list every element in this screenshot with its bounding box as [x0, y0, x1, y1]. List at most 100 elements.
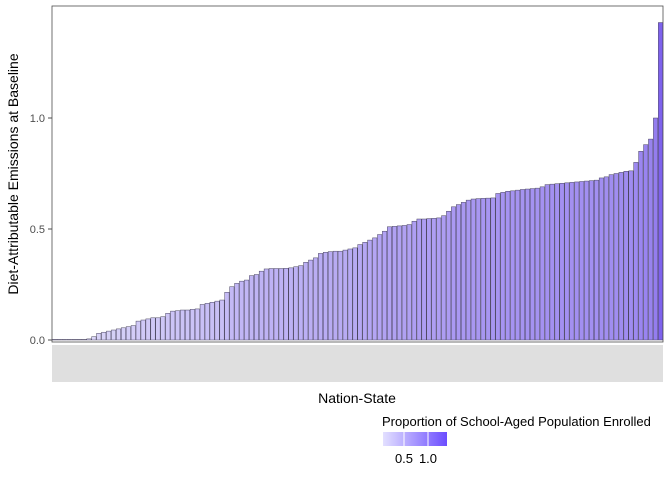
bar — [574, 181, 580, 341]
bar — [140, 319, 146, 341]
bar — [554, 183, 560, 341]
bar — [460, 202, 466, 341]
bar — [426, 218, 432, 341]
x-tick-label-band — [52, 345, 663, 382]
bar — [130, 325, 136, 341]
bar — [185, 309, 190, 341]
bar — [268, 268, 274, 341]
bar — [61, 339, 67, 341]
bar — [120, 327, 126, 341]
y-tick-label: 0.5 — [30, 224, 45, 236]
bar — [465, 199, 471, 341]
bar — [81, 339, 87, 341]
bar — [500, 192, 506, 341]
bar — [387, 226, 392, 341]
bar — [515, 189, 521, 341]
bar — [342, 249, 348, 341]
bar — [145, 318, 151, 341]
bar — [165, 313, 171, 341]
bar — [91, 336, 97, 341]
bar — [263, 268, 269, 341]
bar — [244, 279, 250, 341]
bar — [505, 191, 511, 341]
bar — [135, 320, 141, 341]
bar — [347, 248, 353, 341]
bar — [71, 339, 77, 341]
bar — [539, 186, 545, 341]
bar — [52, 339, 57, 341]
bar — [603, 176, 609, 341]
bar — [510, 190, 516, 341]
bar — [608, 174, 614, 341]
bar — [598, 177, 604, 341]
bar — [327, 251, 333, 341]
bar — [475, 198, 481, 341]
bar — [638, 151, 644, 341]
bar — [76, 339, 82, 341]
bar — [288, 267, 294, 341]
bar — [332, 250, 338, 341]
bar — [86, 338, 92, 341]
bar — [436, 217, 442, 341]
legend-tick-label: 1.0 — [419, 451, 437, 466]
bar — [372, 237, 378, 341]
bar — [254, 274, 259, 341]
bar — [229, 286, 235, 341]
bar — [313, 257, 319, 341]
bar — [406, 224, 412, 341]
bar — [204, 303, 210, 341]
bar — [564, 182, 570, 341]
bar — [658, 22, 664, 341]
bar — [382, 230, 388, 341]
bar — [594, 179, 599, 341]
bar — [170, 310, 176, 341]
bar — [421, 218, 427, 341]
x-axis-ticks — [52, 345, 663, 382]
bar — [470, 198, 476, 341]
bar — [446, 210, 452, 341]
bar — [544, 184, 550, 341]
bar — [411, 220, 417, 341]
bar — [490, 197, 496, 341]
bar — [96, 333, 102, 341]
bar — [549, 183, 555, 341]
bar — [377, 234, 383, 341]
bar — [569, 182, 575, 341]
bar — [534, 187, 540, 341]
legend: Proportion of School-Aged Population Enr… — [382, 414, 651, 466]
y-tick-label: 1.0 — [30, 113, 45, 125]
bar — [194, 308, 200, 341]
bar — [214, 300, 220, 341]
bar — [396, 225, 402, 341]
legend-colorbar — [383, 432, 447, 446]
bar — [180, 309, 186, 341]
bar — [293, 266, 299, 341]
bar — [106, 330, 112, 341]
bar — [239, 280, 245, 341]
bar — [441, 215, 447, 341]
bar — [653, 117, 659, 341]
legend-title: Proportion of School-Aged Population Enr… — [382, 414, 651, 429]
bar — [485, 197, 491, 341]
bar — [520, 189, 526, 341]
bar — [303, 262, 309, 341]
bar — [66, 339, 72, 341]
bar — [175, 310, 181, 341]
bar — [283, 268, 289, 341]
bar — [525, 188, 530, 341]
bar — [401, 225, 407, 341]
bar — [150, 317, 156, 341]
bar — [352, 247, 358, 341]
bar — [234, 283, 240, 341]
bar — [308, 259, 314, 341]
bar — [643, 144, 649, 341]
bar — [224, 292, 230, 341]
bar — [111, 329, 117, 341]
bar — [431, 218, 437, 341]
bar — [298, 265, 304, 341]
bar — [249, 275, 255, 341]
bar — [628, 170, 634, 341]
bar — [559, 183, 565, 341]
bar — [362, 242, 368, 341]
bar — [337, 250, 343, 341]
